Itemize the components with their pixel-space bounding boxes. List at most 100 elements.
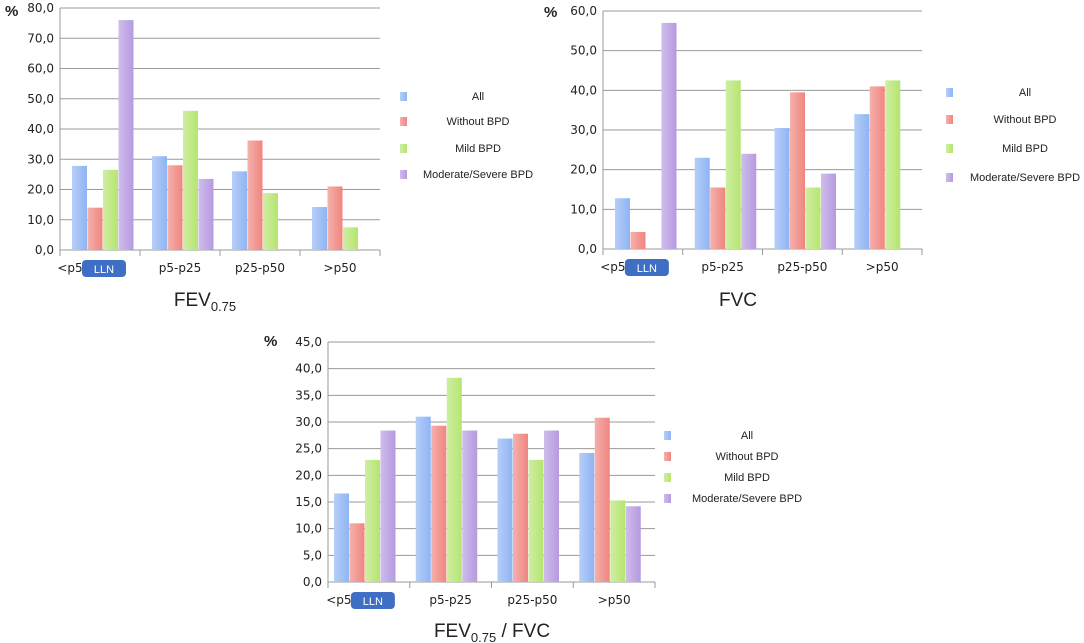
bar-without-bpd-4 [869, 86, 885, 249]
chart-3: 0,0 5,0 10,0 15,0 20,0 25,0 30,0 35,0 40,0 45,0 <p… [264, 333, 802, 643]
legend-entry: Moderate/Severe BPD [692, 493, 802, 505]
legend-swatch [400, 92, 407, 101]
legend-swatch [400, 117, 407, 126]
x-tick-label: <p5 [57, 261, 82, 275]
bar-all-2 [694, 157, 710, 249]
bar-moderate-severe-bpd-1 [118, 20, 134, 250]
chart-title: FEV0.75 [174, 290, 236, 314]
lln-badge [350, 592, 395, 609]
y-tick-label: 5,0 [303, 548, 322, 562]
legend-swatch [946, 115, 953, 124]
y-tick-label: 80,0 [27, 1, 54, 15]
bar-all-3 [774, 128, 790, 249]
bar-mild-bpd-4 [885, 80, 901, 250]
y-axis-unit: % [264, 333, 277, 350]
bar-mild-bpd-1 [103, 169, 118, 250]
x-tick-label: p5-p25 [701, 260, 743, 274]
bar-without-bpd-3 [790, 92, 805, 249]
legend-entry: Mild BPD [724, 472, 770, 484]
chart-1: 0,0 10,0 20,0 30,0 40,0 50,0 60,0 70,0 80,0 <p5 LL… [5, 1, 533, 314]
bar-all-1 [615, 198, 630, 249]
x-tick-label: >p50 [324, 261, 357, 275]
x-tick-label: p5-p25 [429, 593, 471, 607]
legend-entry: Without BPD [994, 114, 1057, 126]
bar-without-bpd-1 [87, 207, 103, 250]
bar-moderate-severe-bpd-3 [544, 430, 559, 582]
legend-entry: Moderate/Severe BPD [423, 169, 533, 181]
y-tick-label: 30,0 [295, 415, 322, 429]
y-tick-label: 70,0 [27, 31, 54, 45]
bar-mild-bpd-1 [365, 459, 380, 582]
bar-all-4 [854, 114, 870, 249]
lln-badge [624, 259, 669, 276]
legend-swatch [400, 170, 407, 179]
x-tick-label: p25-p50 [507, 593, 557, 607]
bar-moderate-severe-bpd-4 [625, 506, 641, 582]
bar-all-1 [72, 165, 87, 250]
bar-all-3 [497, 438, 513, 582]
y-tick-label: 10,0 [295, 522, 322, 536]
y-tick-label: 20,0 [295, 468, 322, 482]
bar-moderate-severe-bpd-1 [380, 430, 396, 582]
y-tick-label: 40,0 [295, 362, 322, 376]
lln-badge [82, 260, 126, 277]
bar-without-bpd-2 [710, 187, 726, 249]
x-tick-label: >p50 [866, 260, 899, 274]
legend-swatch [664, 431, 671, 440]
y-tick-label: 30,0 [27, 152, 54, 166]
legend-entry: All [741, 430, 753, 442]
y-axis-unit: % [544, 4, 557, 21]
y-tick-label: 60,0 [570, 4, 597, 18]
bar-mild-bpd-2 [725, 80, 741, 250]
legend-swatch [946, 173, 953, 182]
x-tick-label: <p5 [600, 260, 625, 274]
x-tick-label: p25-p50 [235, 261, 285, 275]
x-tick-label: p25-p50 [777, 260, 827, 274]
bar-mild-bpd-4 [610, 500, 626, 582]
x-tick-label: p5-p25 [159, 261, 201, 275]
bar-mild-bpd-3 [805, 187, 821, 249]
legend-swatch [664, 452, 671, 461]
y-tick-label: 50,0 [570, 44, 597, 58]
y-tick-label: 0,0 [303, 575, 322, 589]
bar-moderate-severe-bpd-2 [198, 178, 214, 250]
legend-entry: Moderate/Severe BPD [970, 172, 1080, 184]
chart-title: FVC [719, 290, 757, 311]
bar-moderate-severe-bpd-1 [661, 22, 677, 250]
bar-moderate-severe-bpd-2 [741, 153, 757, 249]
y-axis-unit: % [5, 3, 18, 20]
bar-without-bpd-4 [327, 186, 343, 250]
lln-badge-label: LLN [94, 264, 114, 276]
bar-without-bpd-1 [630, 231, 646, 249]
legend-entry: Mild BPD [1002, 143, 1048, 155]
y-tick-label: 40,0 [27, 122, 54, 136]
y-tick-label: 20,0 [570, 163, 597, 177]
y-tick-label: 0,0 [578, 242, 597, 256]
legend-entry: Mild BPD [455, 143, 501, 155]
y-tick-label: 10,0 [570, 202, 597, 216]
bar-mild-bpd-2 [183, 110, 198, 250]
x-tick-label: <p5 [326, 593, 351, 607]
y-tick-label: 40,0 [570, 83, 597, 97]
bar-all-4 [312, 207, 327, 250]
legend-entry: Without BPD [447, 116, 510, 128]
y-tick-label: 0,0 [35, 243, 54, 257]
y-tick-label: 15,0 [295, 495, 322, 509]
y-tick-label: 50,0 [27, 92, 54, 106]
bar-mild-bpd-3 [263, 193, 278, 250]
y-tick-label: 10,0 [27, 213, 54, 227]
bar-mild-bpd-3 [528, 459, 544, 582]
x-tick-label: >p50 [598, 593, 631, 607]
bar-all-3 [232, 171, 247, 250]
bar-all-4 [579, 452, 595, 582]
bar-without-bpd-4 [594, 417, 610, 582]
y-tick-label: 60,0 [27, 62, 54, 76]
legend-entry: All [472, 91, 484, 103]
legend-entry: Without BPD [716, 451, 779, 463]
chart-title: FEV0.75 / FVC [434, 621, 550, 643]
bar-without-bpd-3 [513, 433, 528, 582]
chart-2: 0,0 10,0 20,0 30,0 40,0 50,0 60,0 <p5 LLN p5-p25 p… [544, 4, 1080, 311]
lln-badge-label: LLN [637, 263, 657, 275]
bar-all-2 [152, 156, 167, 250]
